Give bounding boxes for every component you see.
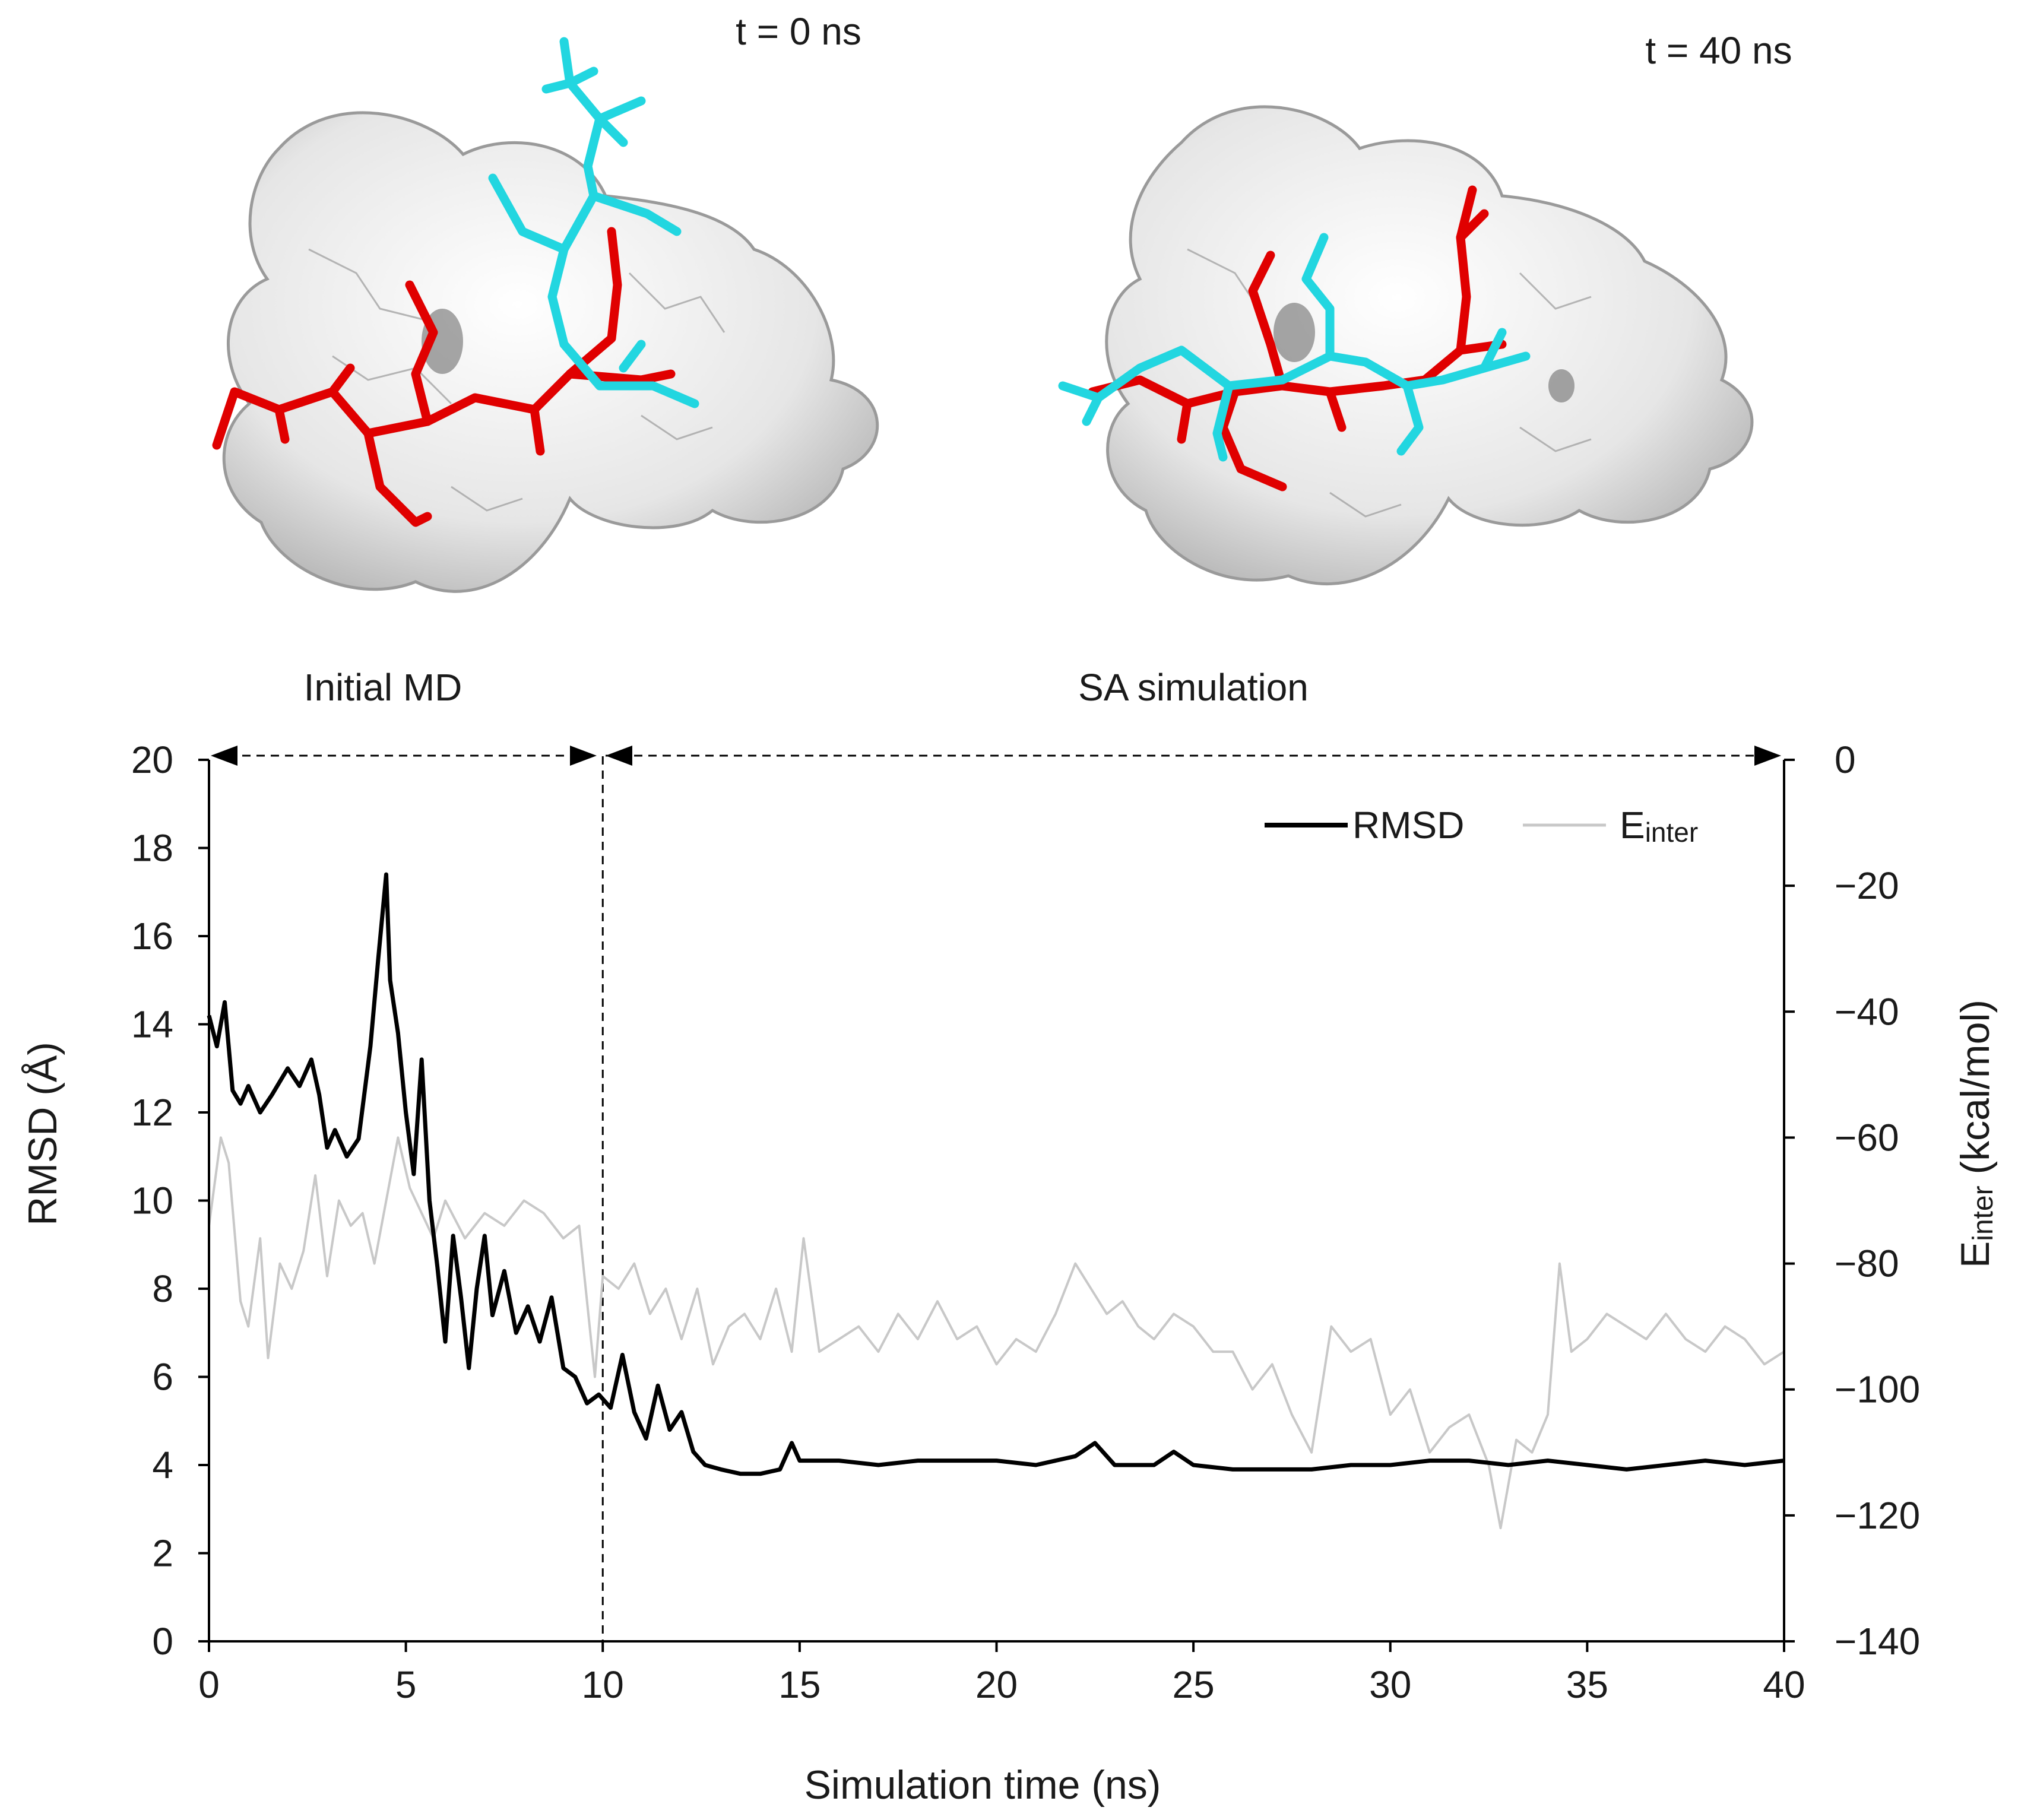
phase-label-sa-simulation: SA simulation: [1078, 666, 1309, 709]
series-line-rmsd: [207, 872, 1785, 1476]
series-layer: [207, 872, 1785, 1530]
legend-label-einter-main: E: [1620, 804, 1645, 846]
y-axis-title-right-sub: inter: [1968, 1185, 1999, 1241]
y-tick-label-left: 16: [131, 915, 173, 957]
tick-layer: 0 5 10 15 20 25 30 35 40 0 2 4 6 8 10 12 14 16 18 20 0 −20 −40…: [131, 738, 1920, 1706]
x-tick-label: 25: [1173, 1663, 1215, 1706]
y-tick-label-left: 0: [152, 1620, 173, 1663]
y-tick-label-right: −60: [1835, 1116, 1899, 1159]
chart: 0 5 10 15 20 25 30 35 40 0 2 4 6 8 10 12 14 16 18 20 0 −20 −40…: [20, 738, 1999, 1808]
y-tick-label-left: 18: [131, 827, 173, 870]
y-tick-label-left: 8: [152, 1267, 173, 1310]
phase-label-initial-md: Initial MD: [304, 666, 462, 709]
surface-pore-right-2: [1548, 369, 1575, 402]
phase-arrowhead-initial-left: [211, 746, 237, 766]
x-tick-label: 0: [198, 1663, 220, 1706]
y-tick-label-left: 2: [152, 1532, 173, 1575]
ligand-red-right: [1088, 185, 1507, 492]
y-tick-label-left: 4: [152, 1444, 173, 1486]
x-tick-label: 30: [1369, 1663, 1411, 1706]
x-tick-label: 20: [975, 1663, 1018, 1706]
legend-label-einter-sub: inter: [1645, 817, 1698, 848]
molecule-panel-left: [212, 37, 879, 593]
right-panel-time-label: t = 40 ns: [1645, 29, 1792, 72]
legend-label-rmsd: RMSD: [1352, 804, 1464, 846]
y-tick-label-left: 6: [152, 1356, 173, 1399]
y-axis-title-right-main: E: [1953, 1241, 1998, 1268]
x-tick-label: 15: [778, 1663, 820, 1706]
x-tick-label: 40: [1763, 1663, 1805, 1706]
y-tick-label-left: 14: [131, 1003, 173, 1046]
phase-arrowhead-initial-right: [570, 746, 597, 766]
ligand-cyan-left: [488, 37, 699, 408]
protein-surface-right: [1105, 105, 1754, 585]
x-tick-label: 10: [582, 1663, 624, 1706]
y-tick-label-left: 10: [131, 1179, 173, 1222]
y-axis-title-left: RMSD (Å): [20, 1042, 65, 1226]
molecule-panel-right: [1058, 105, 1754, 585]
protein-wireframe-right: [1187, 248, 1592, 518]
surface-pore-right: [1273, 303, 1315, 362]
y-axis-title-right-unit: (kcal/mol): [1953, 1000, 1998, 1186]
protein-surface-left: [222, 111, 879, 593]
legend: RMSD Einter: [1265, 804, 1698, 848]
y-tick-label-left: 12: [131, 1091, 173, 1134]
x-tick-label: 5: [395, 1663, 417, 1706]
ligand-cyan-right: [1058, 233, 1531, 462]
y-tick-label-right: −140: [1835, 1620, 1920, 1663]
phase-arrowhead-sa-right: [1754, 746, 1781, 766]
phase-arrows: [211, 746, 1781, 766]
y-tick-label-left: 20: [131, 738, 173, 781]
series-line-einter: [208, 1136, 1785, 1530]
y-tick-label-right: −80: [1835, 1242, 1899, 1285]
legend-label-einter: Einter: [1620, 804, 1698, 848]
y-tick-label-right: −100: [1835, 1368, 1920, 1411]
y-tick-label-right: −20: [1835, 864, 1899, 907]
left-panel-time-label: t = 0 ns: [736, 10, 861, 53]
x-axis-title: Simulation time (ns): [804, 1762, 1161, 1808]
x-tick-label: 35: [1566, 1663, 1608, 1706]
y-tick-label-right: 0: [1835, 738, 1856, 781]
y-tick-label-right: −40: [1835, 990, 1899, 1033]
phase-arrowhead-sa-left: [606, 746, 632, 766]
y-axis-title-right: Einter (kcal/mol): [1953, 1000, 1999, 1268]
y-tick-label-right: −120: [1835, 1494, 1920, 1537]
